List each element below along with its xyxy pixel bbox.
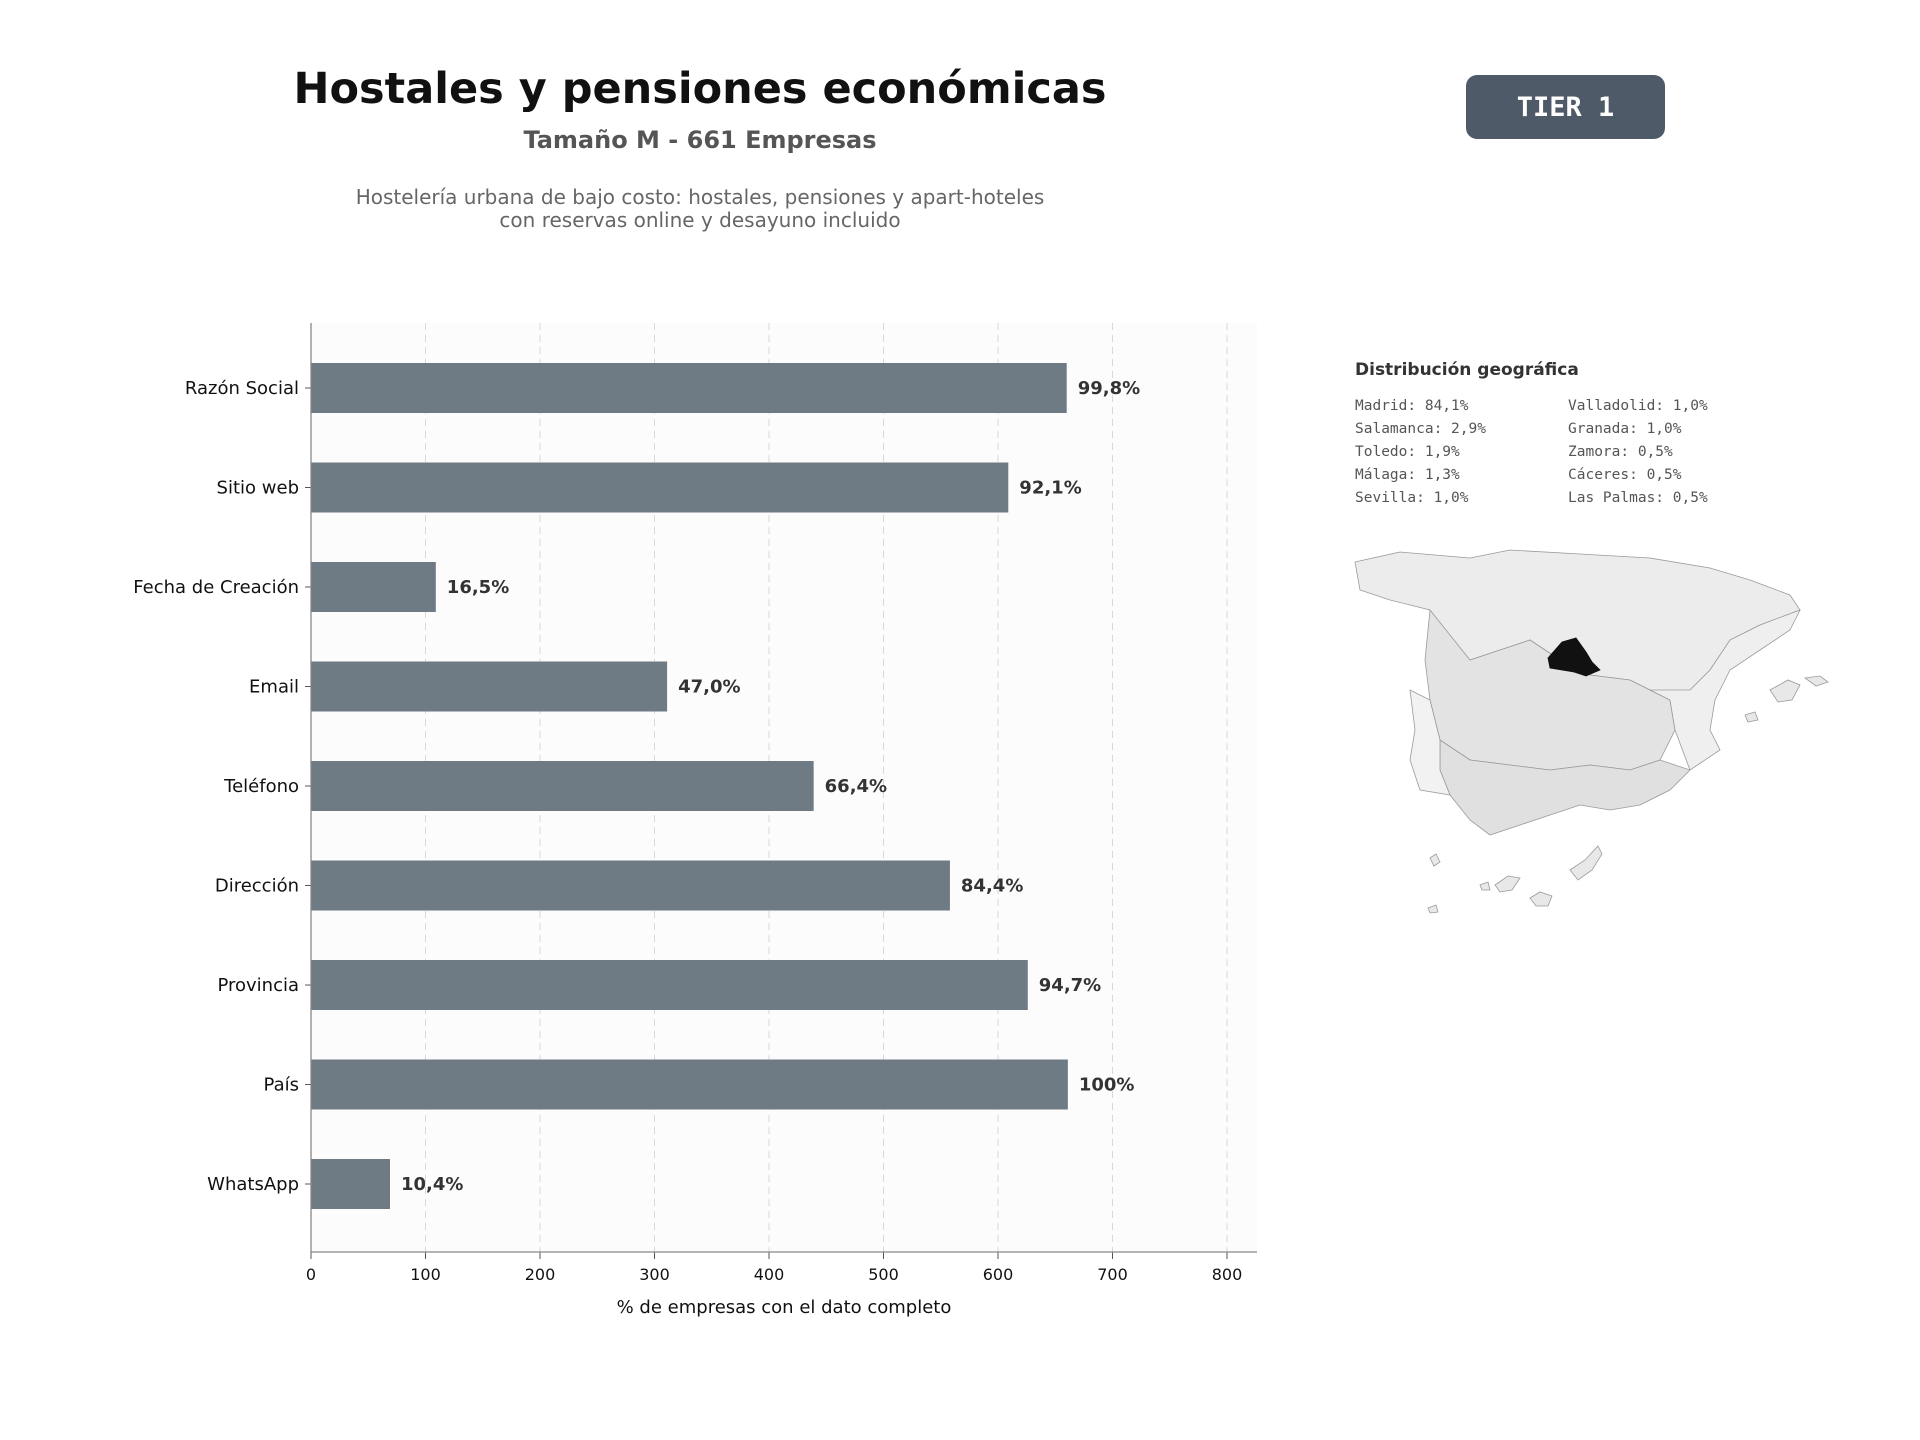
description-line-1: Hostelería urbana de bajo costo: hostale… xyxy=(355,185,1045,209)
y-tick-label: WhatsApp xyxy=(207,1174,299,1195)
data-label: 84,4% xyxy=(961,876,1023,897)
description-line-2: con reservas online y desayuno incluido xyxy=(499,208,901,232)
y-tick-label: Sitio web xyxy=(217,478,299,499)
map-balearic-2 xyxy=(1803,675,1829,687)
bar xyxy=(311,1159,391,1209)
tier-badge: TIER 1 xyxy=(1466,75,1665,139)
geo-item: Toledo: 1,9% xyxy=(1355,444,1460,460)
map-canary-5 xyxy=(1429,853,1441,867)
bar xyxy=(311,860,950,911)
y-tick-label: Email xyxy=(249,677,299,698)
geo-item: Zamora: 0,5% xyxy=(1568,444,1673,460)
data-label: 99,8% xyxy=(1078,378,1140,399)
bar xyxy=(311,960,1028,1010)
x-axis-label: % de empresas con el dato completo xyxy=(617,1297,952,1318)
y-tick-label: Fecha de Creación xyxy=(133,577,299,598)
spain-map xyxy=(1354,549,1829,914)
map-balearic-3 xyxy=(1744,711,1759,723)
bar xyxy=(311,363,1067,413)
bar xyxy=(311,562,436,612)
y-tick-label: Provincia xyxy=(217,975,299,996)
x-tick-label: 200 xyxy=(525,1265,556,1284)
geo-item: Salamanca: 2,9% xyxy=(1355,421,1486,437)
geo-item: Granada: 1,0% xyxy=(1568,421,1682,437)
map-canary-6 xyxy=(1427,904,1439,914)
x-tick-label: 500 xyxy=(868,1265,899,1284)
bar-chart: 0 100 200 300 400 500 600 700 800 Razón Social 99,… xyxy=(133,323,1257,1318)
y-tick-label: País xyxy=(264,1075,299,1096)
map-balearic-1 xyxy=(1769,679,1801,703)
bar xyxy=(311,1059,1068,1110)
geo-title: Distribución geográfica xyxy=(1355,360,1579,380)
geo-item: Sevilla: 1,0% xyxy=(1355,490,1469,506)
x-tick-label: 300 xyxy=(639,1265,670,1284)
bar xyxy=(311,661,668,712)
data-label: 100% xyxy=(1079,1075,1135,1096)
map-canary-4 xyxy=(1479,881,1491,891)
x-tick-label: 800 xyxy=(1212,1265,1243,1284)
data-label: 94,7% xyxy=(1039,975,1101,996)
data-label: 16,5% xyxy=(447,577,509,598)
geo-item: Las Palmas: 0,5% xyxy=(1568,490,1708,506)
geo-item: Valladolid: 1,0% xyxy=(1568,398,1708,414)
y-tick-label: Teléfono xyxy=(223,776,299,797)
map-region-madrid xyxy=(1547,637,1601,677)
data-label: 47,0% xyxy=(678,677,740,698)
geo-distribution-list: Madrid: 84,1% Valladolid: 1,0% Salamanca… xyxy=(1355,398,1775,506)
description: Hostelería urbana de bajo costo: hostale… xyxy=(0,186,1400,232)
map-region-east xyxy=(1649,609,1801,771)
geo-item: Málaga: 1,3% xyxy=(1355,467,1460,483)
geo-item: Madrid: 84,1% xyxy=(1355,398,1469,414)
data-label: 66,4% xyxy=(825,776,887,797)
geo-item: Cáceres: 0,5% xyxy=(1568,467,1682,483)
map-region-southwest xyxy=(1409,689,1451,796)
map-canary-1 xyxy=(1569,845,1603,881)
map-canary-3 xyxy=(1494,875,1521,893)
chart-title: Hostales y pensiones económicas xyxy=(293,64,1107,114)
map-canary-2 xyxy=(1529,891,1553,907)
x-tick-label: 400 xyxy=(754,1265,785,1284)
bar xyxy=(311,761,814,811)
y-tick-label: Dirección xyxy=(215,876,299,897)
x-tick-label: 0 xyxy=(306,1265,316,1284)
map-region-south xyxy=(1439,739,1691,836)
data-label: 92,1% xyxy=(1019,478,1081,499)
bar xyxy=(311,462,1009,513)
x-tick-label: 100 xyxy=(410,1265,441,1284)
x-tick-label: 600 xyxy=(983,1265,1014,1284)
data-label: 10,4% xyxy=(401,1174,463,1195)
chart-subtitle: Tamaño M - 661 Empresas xyxy=(523,126,877,154)
y-tick-label: Razón Social xyxy=(185,378,299,399)
x-tick-label: 700 xyxy=(1097,1265,1128,1284)
